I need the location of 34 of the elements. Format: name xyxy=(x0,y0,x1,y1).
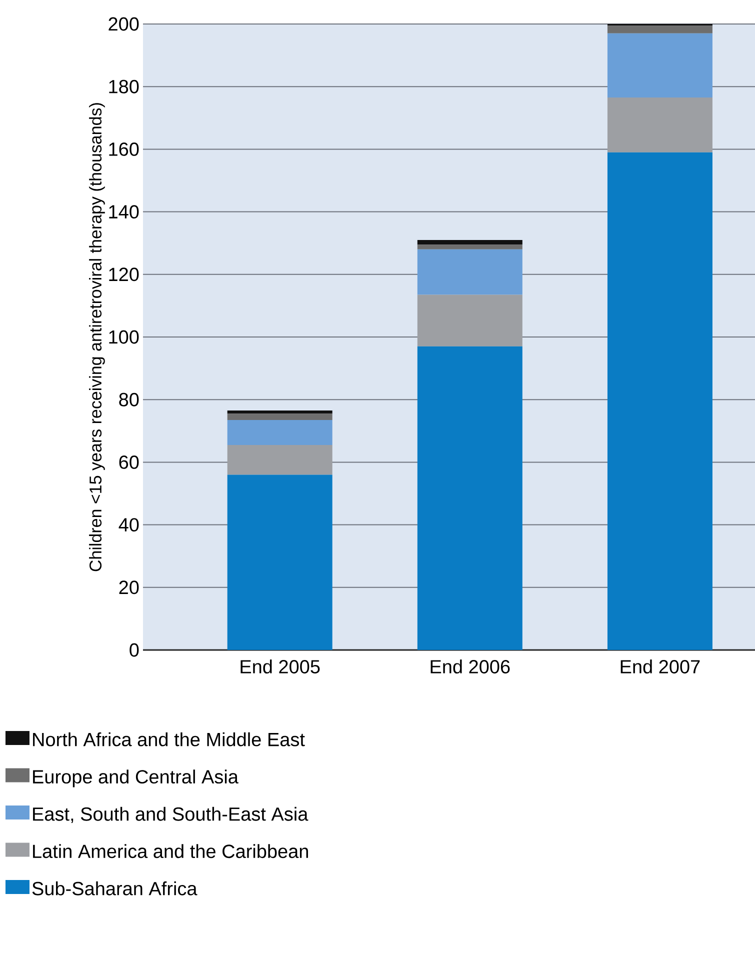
legend-label: Latin America and the Caribbean xyxy=(33,844,308,858)
y-tick-label: 80 xyxy=(119,392,139,406)
y-tick-label: 160 xyxy=(109,142,139,156)
legend-label: Sub-Saharan Africa xyxy=(32,881,198,896)
y-tick-label: 140 xyxy=(109,205,139,219)
bar xyxy=(607,33,712,98)
bar xyxy=(227,420,332,445)
legend-label: North Africa and the Middle East xyxy=(33,732,305,746)
y-tick-label: 100 xyxy=(109,330,139,344)
bar xyxy=(417,294,522,346)
y-tick-label: 40 xyxy=(118,518,139,532)
x-tick-label: End 2006 xyxy=(430,660,510,674)
y-tick-label: 20 xyxy=(119,580,139,594)
bar xyxy=(607,26,712,34)
bar xyxy=(227,414,332,420)
legend-label: East, South and South-East Asia xyxy=(33,806,308,824)
y-axis-title: Children <15 years receiving antiretroviral therapy (thousands) xyxy=(89,103,105,572)
y-tick-label: 200 xyxy=(108,17,139,31)
y-tick-label: 120 xyxy=(109,268,139,282)
bar xyxy=(227,444,332,475)
bar xyxy=(417,244,522,250)
legend-label: Europe and Central Asia xyxy=(33,770,238,788)
bar xyxy=(417,346,522,650)
bar xyxy=(227,410,332,414)
bar xyxy=(417,249,522,295)
y-tick-label: 180 xyxy=(109,80,139,94)
x-tick-label: End 2005 xyxy=(240,660,320,674)
bar xyxy=(607,98,712,152)
x-tick-label: End 2007 xyxy=(620,660,700,674)
y-tick-label: 60 xyxy=(119,455,139,469)
bar xyxy=(417,240,522,245)
bar xyxy=(607,152,712,650)
bar xyxy=(227,474,332,650)
y-tick-label: 0 xyxy=(130,643,139,657)
